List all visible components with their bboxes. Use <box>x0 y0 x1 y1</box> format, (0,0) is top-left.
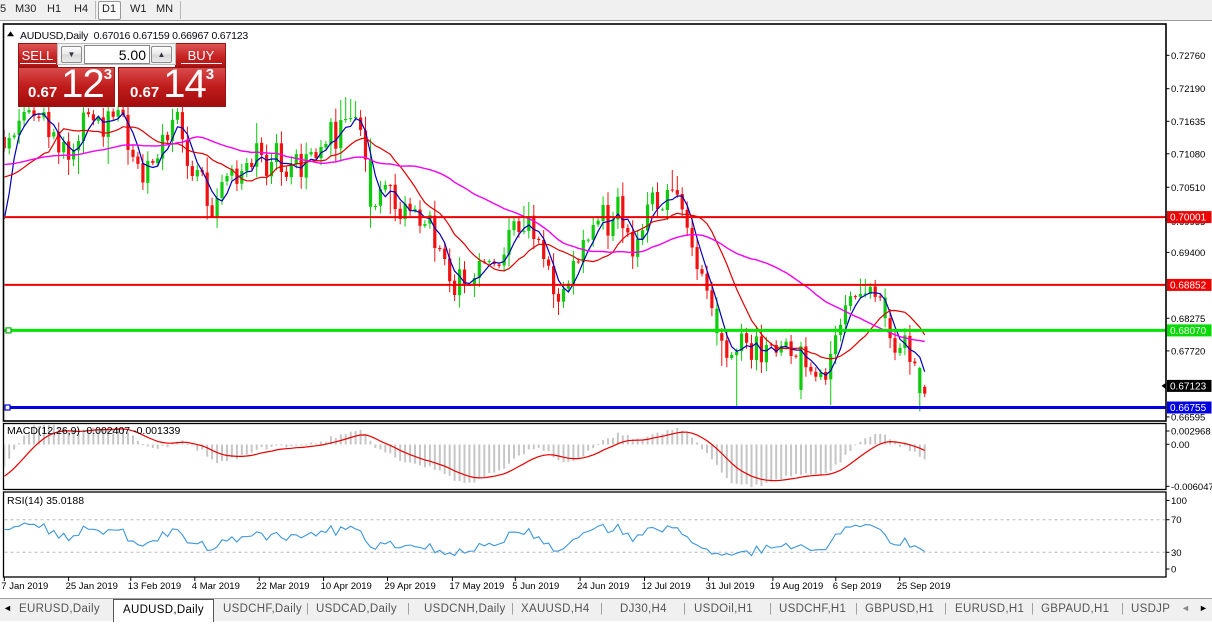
svg-text:0.69400: 0.69400 <box>1171 248 1205 259</box>
svg-text:4 Mar 2019: 4 Mar 2019 <box>192 581 240 592</box>
svg-text:0.68852: 0.68852 <box>1170 280 1207 291</box>
svg-text:0.70510: 0.70510 <box>1171 183 1205 194</box>
svg-text:0.68070: 0.68070 <box>1170 326 1207 337</box>
svg-text:0.67123: 0.67123 <box>1170 381 1207 392</box>
svg-text:30: 30 <box>1171 548 1182 559</box>
svg-text:AUDUSD,Daily 0.67016 0.67159: AUDUSD,Daily 0.67016 0.67159 0.66967 0.6… <box>20 30 248 42</box>
svg-text:22 Mar 2019: 22 Mar 2019 <box>256 581 309 592</box>
svg-text:10 Apr 2019: 10 Apr 2019 <box>321 581 372 592</box>
svg-text:29 Apr 2019: 29 Apr 2019 <box>385 581 436 592</box>
svg-text:0: 0 <box>1171 565 1176 576</box>
svg-text:31 Jul 2019: 31 Jul 2019 <box>706 581 755 592</box>
svg-text:0.002968: 0.002968 <box>1171 427 1211 438</box>
svg-text:13 Feb 2019: 13 Feb 2019 <box>128 581 181 592</box>
svg-text:0.66595: 0.66595 <box>1171 412 1205 423</box>
svg-text:0.00: 0.00 <box>1171 440 1190 451</box>
svg-text:0.72760: 0.72760 <box>1171 51 1205 62</box>
svg-text:17 May 2019: 17 May 2019 <box>449 581 504 592</box>
svg-text:RSI(14) 35.0188: RSI(14) 35.0188 <box>7 495 84 507</box>
svg-text:19 Aug 2019: 19 Aug 2019 <box>770 581 823 592</box>
svg-text:25 Sep 2019: 25 Sep 2019 <box>897 581 951 592</box>
svg-text:0.66755: 0.66755 <box>1170 403 1207 414</box>
svg-text:0.72190: 0.72190 <box>1171 84 1205 95</box>
svg-text:0.71080: 0.71080 <box>1171 149 1205 160</box>
svg-text:0.71635: 0.71635 <box>1171 117 1205 128</box>
svg-text:0.68275: 0.68275 <box>1171 314 1205 325</box>
svg-text:12 Jul 2019: 12 Jul 2019 <box>642 581 691 592</box>
svg-text:70: 70 <box>1171 515 1182 526</box>
svg-text:6 Sep 2019: 6 Sep 2019 <box>833 581 882 592</box>
svg-text:5 Jun 2019: 5 Jun 2019 <box>512 581 559 592</box>
svg-text:MACD(12,26,9) -0.002407 -0.001: MACD(12,26,9) -0.002407 -0.001339 <box>7 425 181 437</box>
svg-text:100: 100 <box>1171 496 1187 507</box>
svg-text:0.70001: 0.70001 <box>1170 213 1207 224</box>
svg-text:24 Jun 2019: 24 Jun 2019 <box>577 581 629 592</box>
svg-text:25 Jan 2019: 25 Jan 2019 <box>66 581 118 592</box>
svg-text:-0.006047: -0.006047 <box>1171 482 1212 493</box>
svg-text:7 Jan 2019: 7 Jan 2019 <box>1 581 48 592</box>
svg-text:0.67720: 0.67720 <box>1171 346 1205 357</box>
